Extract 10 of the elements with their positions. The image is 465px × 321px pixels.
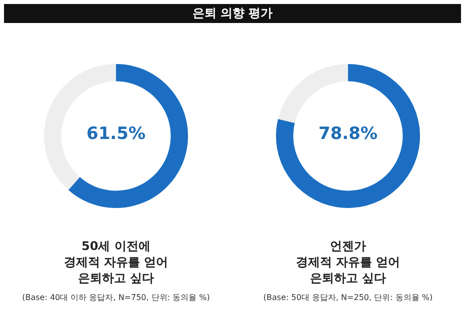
donut-slice (276, 64, 420, 208)
data-label: 61.5% (86, 124, 146, 144)
donut-slice (278, 64, 348, 124)
donut-slice (68, 64, 188, 208)
text: 은퇴 의향 평가 (4, 4, 461, 23)
data-label: 78.8% (318, 124, 378, 144)
text: (Base: 40대 이하 응답자, N=750, 단위: 동의율 %) (21, 292, 211, 303)
text: 50세 이전에 경제적 자유를 얻어 은퇴하고 싶다 (62, 238, 170, 286)
text: 언젠가 경제적 자유를 얻어 은퇴하고 싶다 (294, 238, 402, 286)
text: (Base: 50대 응답자, N=250, 단위: 동의율 %) (262, 292, 434, 303)
